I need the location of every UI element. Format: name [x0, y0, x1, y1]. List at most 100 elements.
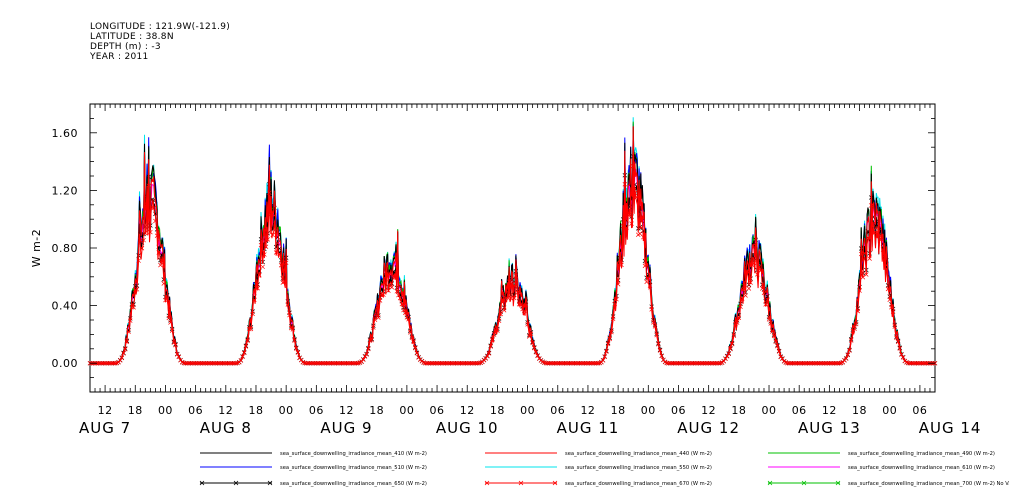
series-marker: [345, 360, 351, 366]
series-marker: [169, 328, 175, 333]
series-marker: [589, 360, 594, 366]
series-marker: [322, 360, 327, 366]
x-day-label: AUG 11: [557, 419, 620, 437]
series-marker: [384, 273, 390, 279]
series-marker: [917, 360, 923, 366]
series-marker: [339, 360, 344, 366]
legend-marker: [801, 480, 807, 486]
series-marker: [247, 326, 252, 332]
x-day-label: AUG 9: [320, 419, 372, 437]
series-marker: [96, 360, 101, 366]
legend-entry-label: sea_surface_downwelling_irradiance_mean_…: [280, 465, 427, 471]
series-marker: [377, 298, 383, 303]
x-tick-label: 12: [822, 404, 837, 417]
series-marker: [532, 345, 537, 351]
series-marker: [216, 360, 222, 366]
series-marker: [513, 273, 519, 278]
series-marker: [857, 288, 862, 293]
legend-entry-label: sea_surface_downwelling_irradiance_mean_…: [848, 465, 995, 471]
x-tick-label: 06: [671, 404, 686, 417]
series-marker: [924, 360, 929, 366]
series-marker: [156, 250, 161, 255]
series-marker: [676, 360, 681, 366]
series-marker: [731, 333, 737, 338]
series-marker: [776, 349, 782, 354]
x-tick-label: 00: [158, 404, 173, 417]
series-marker: [600, 358, 606, 363]
series-marker: [639, 225, 644, 230]
series-marker: [161, 281, 167, 286]
series-marker: [761, 290, 767, 296]
series-marker: [111, 360, 116, 366]
series-marker: [407, 330, 413, 335]
series-marker: [151, 205, 156, 211]
series-marker: [315, 360, 321, 366]
series-marker: [686, 360, 691, 366]
series-marker: [766, 317, 772, 322]
series-marker: [101, 360, 106, 366]
x-tick-label: 06: [188, 404, 203, 417]
series-marker: [466, 360, 472, 366]
series-marker: [134, 287, 140, 292]
series-marker: [567, 360, 572, 366]
series-marker: [453, 360, 458, 366]
series-marker: [656, 342, 661, 347]
series-marker: [550, 360, 555, 366]
series-marker: [912, 360, 918, 366]
series-marker: [506, 279, 512, 284]
series-marker: [292, 338, 297, 343]
series-marker: [305, 360, 311, 366]
series-marker: [572, 360, 577, 366]
series-marker: [290, 327, 296, 332]
series-marker: [771, 333, 777, 339]
series-marker: [282, 279, 287, 285]
series-marker: [386, 288, 391, 293]
series-marker: [414, 351, 420, 356]
series-marker: [352, 360, 358, 366]
series-marker: [729, 341, 735, 347]
series-marker: [641, 234, 646, 240]
series-marker: [698, 360, 703, 366]
series-marker: [428, 360, 433, 366]
series-marker: [832, 360, 837, 366]
series-marker: [471, 360, 477, 366]
series-marker: [183, 360, 188, 366]
x-tick-label: 06: [430, 404, 445, 417]
series-marker: [273, 250, 279, 255]
series-marker: [314, 360, 319, 366]
series-marker: [919, 360, 924, 366]
series-marker: [102, 360, 108, 366]
series-marker: [882, 253, 887, 258]
series-marker: [622, 181, 628, 187]
x-day-label: AUG 14: [919, 419, 982, 437]
series-marker: [515, 290, 520, 296]
series-marker: [823, 360, 829, 366]
x-tick-label: 18: [852, 404, 867, 417]
plot-frame: [89, 103, 936, 393]
series-marker: [610, 316, 616, 322]
year-label: YEAR : 2011: [90, 52, 149, 62]
series-marker: [612, 301, 618, 307]
series-marker: [744, 269, 750, 274]
series-marker: [817, 360, 822, 366]
series-marker: [756, 265, 762, 270]
series-marker: [190, 360, 195, 366]
series-marker: [885, 286, 891, 292]
series-marker: [521, 308, 527, 313]
series-marker: [201, 360, 207, 366]
series-marker: [402, 310, 408, 316]
x-tick-label: 00: [520, 404, 535, 417]
series-marker: [349, 360, 354, 366]
series-marker: [270, 232, 275, 238]
series-marker: [864, 272, 869, 277]
series-marker: [443, 360, 448, 366]
series-marker: [647, 283, 653, 288]
series-marker: [340, 360, 346, 366]
series-marker: [743, 293, 748, 298]
series-marker: [486, 351, 492, 356]
x-tick-label: 18: [490, 404, 505, 417]
series-marker: [205, 360, 210, 366]
x-tick-label: 00: [882, 404, 897, 417]
legend-marker: [518, 480, 524, 486]
